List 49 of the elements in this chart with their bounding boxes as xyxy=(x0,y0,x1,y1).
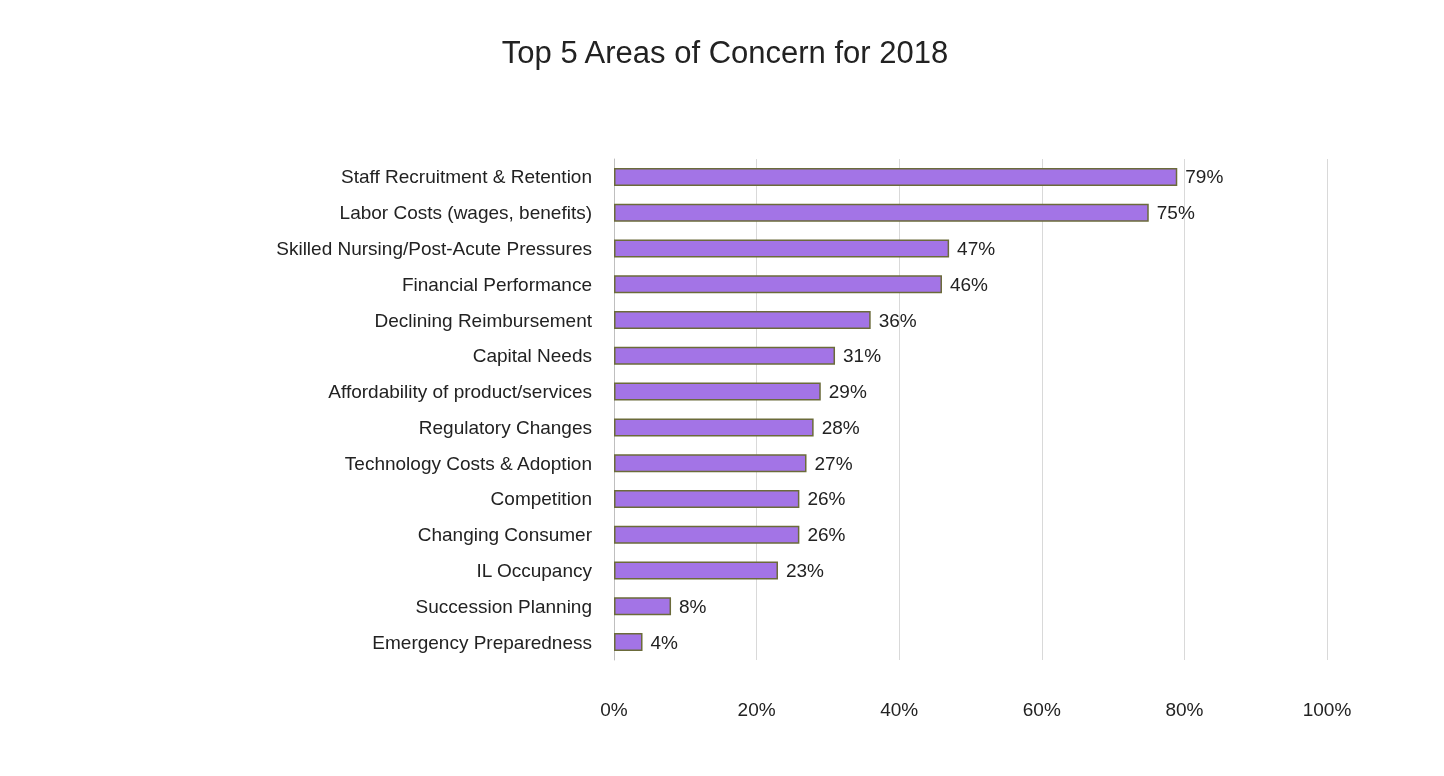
data-label: 36% xyxy=(878,309,917,331)
y-tick-label: Changing Consumer xyxy=(417,524,593,546)
x-tick-label: 20% xyxy=(737,699,776,720)
y-tick-label: Regulatory Changes xyxy=(418,416,592,438)
bar xyxy=(614,418,814,437)
bar xyxy=(614,633,643,652)
y-tick-label: Emergency Preparedness xyxy=(372,631,592,653)
data-label: 75% xyxy=(1156,202,1195,224)
bar xyxy=(614,597,672,616)
x-tick-label: 40% xyxy=(880,699,919,720)
bar xyxy=(614,346,836,365)
y-tick-label: Skilled Nursing/Post-Acute Pressures xyxy=(276,237,592,259)
y-tick-label: IL Occupancy xyxy=(476,560,593,582)
bar xyxy=(614,561,778,580)
data-label: 4% xyxy=(650,631,679,653)
data-label: 28% xyxy=(821,416,860,438)
y-tick-label: Capital Needs xyxy=(472,345,592,367)
data-label: 46% xyxy=(949,273,989,295)
data-label: 8% xyxy=(679,595,707,617)
data-label: 29% xyxy=(828,381,867,403)
data-label: 26% xyxy=(807,488,846,510)
y-tick-label: Affordability of product/services xyxy=(328,381,592,403)
data-label: 26% xyxy=(807,524,846,546)
bar xyxy=(614,311,871,330)
data-label: 79% xyxy=(1185,166,1224,188)
data-label: 27% xyxy=(814,452,853,474)
y-tick-label: Labor Costs (wages, benefits) xyxy=(339,202,592,224)
y-tick-label: Competition xyxy=(490,488,592,510)
bar xyxy=(614,275,942,294)
chart-title: Top 5 Areas of Concern for 2018 xyxy=(501,35,949,70)
x-tick-label: 60% xyxy=(1022,699,1061,720)
bar xyxy=(614,382,821,401)
x-tick-label: 100% xyxy=(1302,699,1352,720)
bar xyxy=(614,489,800,508)
x-tick-label: 80% xyxy=(1165,699,1204,720)
y-tick-label: Succession Planning xyxy=(415,595,592,617)
y-tick-label: Technology Costs & Adoption xyxy=(344,452,592,474)
data-label: 23% xyxy=(785,560,825,582)
y-tick-label: Declining Reimbursement xyxy=(374,309,593,331)
data-label: 31% xyxy=(843,345,882,367)
y-tick-label: Staff Recruitment & Retention xyxy=(341,166,592,188)
y-tick-label: Financial Performance xyxy=(401,273,592,295)
bar xyxy=(614,454,807,473)
x-tick-label: 0% xyxy=(600,699,628,720)
bar xyxy=(614,239,950,258)
data-label: 47% xyxy=(957,237,996,259)
bar xyxy=(614,167,1178,186)
bar xyxy=(614,203,1149,222)
bar xyxy=(614,525,800,544)
